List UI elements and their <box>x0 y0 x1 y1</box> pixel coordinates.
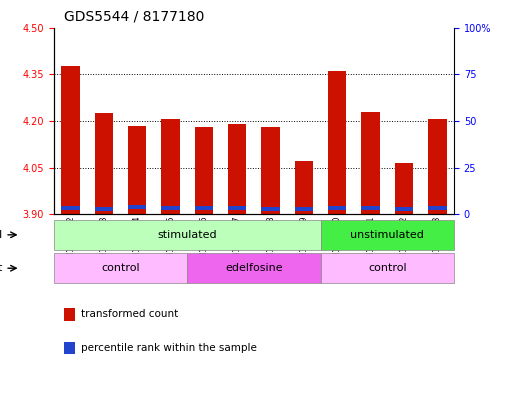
Text: unstimulated: unstimulated <box>350 230 424 240</box>
Bar <box>54 220 321 250</box>
Bar <box>328 206 346 210</box>
Bar <box>295 161 313 214</box>
Bar <box>228 206 246 210</box>
Text: GDS5544 / 8177180: GDS5544 / 8177180 <box>64 10 205 24</box>
Bar <box>187 253 321 283</box>
Text: stimulated: stimulated <box>157 230 217 240</box>
Text: percentile rank within the sample: percentile rank within the sample <box>81 343 256 353</box>
Bar <box>62 206 80 210</box>
Bar <box>295 207 313 211</box>
Bar <box>195 206 213 210</box>
Bar <box>128 125 146 214</box>
Bar <box>321 253 454 283</box>
Text: transformed count: transformed count <box>81 309 178 320</box>
Text: edelfosine: edelfosine <box>225 263 283 273</box>
Bar <box>262 127 280 214</box>
Bar <box>395 163 413 214</box>
Bar <box>321 220 454 250</box>
Bar <box>95 207 113 211</box>
Bar <box>162 119 180 214</box>
Text: agent: agent <box>0 263 3 273</box>
Bar <box>328 71 346 214</box>
Bar <box>428 206 446 210</box>
Bar <box>95 113 113 214</box>
Bar <box>362 206 380 210</box>
Bar <box>162 206 180 210</box>
Bar <box>54 253 187 283</box>
Bar <box>62 66 80 214</box>
Text: protocol: protocol <box>0 230 3 240</box>
Bar <box>128 205 146 209</box>
Bar <box>362 112 380 214</box>
Bar <box>228 124 246 214</box>
Bar <box>395 207 413 211</box>
Text: control: control <box>101 263 140 273</box>
Bar <box>428 119 446 214</box>
Bar <box>262 207 280 211</box>
Text: control: control <box>368 263 407 273</box>
Bar <box>195 127 213 214</box>
